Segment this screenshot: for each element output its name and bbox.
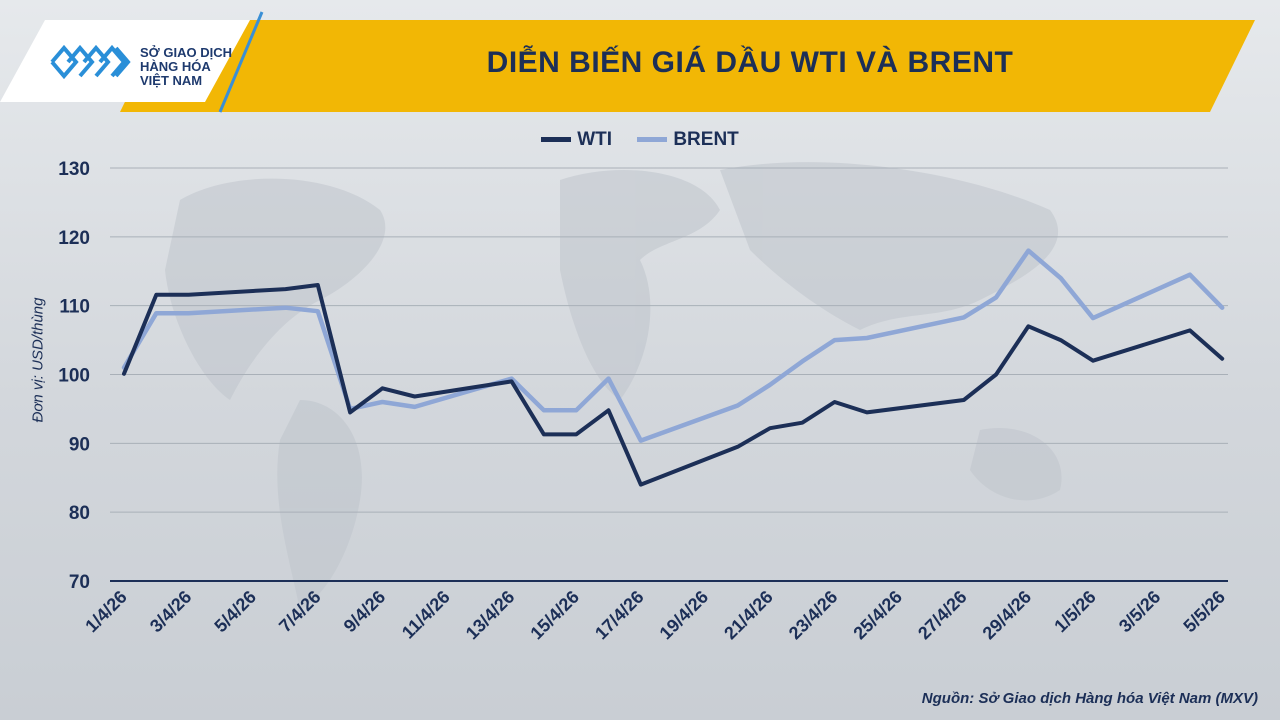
x-tick-label: 1/5/26 <box>1050 587 1100 637</box>
legend-swatch-wti <box>541 137 572 142</box>
mxv-logo-icon <box>50 44 131 80</box>
y-tick-label: 90 <box>69 434 90 455</box>
series-line-brent <box>121 248 1225 443</box>
brand-line-3: VIỆT NAM <box>140 73 203 88</box>
legend-label-brent: BRENT <box>673 128 739 150</box>
source-note: Nguồn: Sở Giao dịch Hàng hóa Việt Nam (M… <box>921 690 1258 707</box>
legend-item-brent: BRENT <box>637 128 739 151</box>
y-tick-label: 100 <box>58 366 90 387</box>
x-tick-label: 17/4/26 <box>591 587 648 644</box>
x-tick-label: 15/4/26 <box>526 587 583 644</box>
x-tick-label: 3/4/26 <box>146 587 196 637</box>
series-line-wti <box>122 283 1225 487</box>
x-tick-label: 5/5/26 <box>1179 587 1229 637</box>
brand-line-1: SỞ GIAO DỊCH <box>140 45 232 60</box>
legend-item-wti: WTI <box>541 129 612 151</box>
legend: WTI BRENT <box>0 126 1280 151</box>
brand-line-2: HÀNG HÓA <box>140 59 211 74</box>
x-tick-label: 19/4/26 <box>656 587 713 644</box>
x-tick-label: 9/4/26 <box>340 587 390 637</box>
x-tick-label: 29/4/26 <box>979 587 1036 644</box>
x-tick-label: 13/4/26 <box>462 587 519 644</box>
chart-title: DIỄN BIẾN GIÁ DẦU WTI VÀ BRENT <box>486 46 1014 79</box>
legend-label-wti: WTI <box>577 128 613 150</box>
logo-accent-line <box>218 11 264 113</box>
title-banner <box>120 20 1255 112</box>
y-axis-label: Đơn vị: USD/thùng <box>29 297 47 423</box>
x-tick-label: 11/4/26 <box>398 587 454 643</box>
x-tick-label: 25/4/26 <box>849 587 906 644</box>
x-tick-label: 3/5/26 <box>1115 587 1165 637</box>
brand-name: SỞ GIAO DỊCH HÀNG HÓA VIỆT NAM <box>140 46 250 88</box>
legend-swatch-brent <box>637 137 668 142</box>
y-tick-label: 110 <box>59 297 90 318</box>
y-tick-label: 120 <box>58 228 90 249</box>
x-tick-label: 23/4/26 <box>785 587 842 644</box>
x-tick-label: 5/4/26 <box>210 587 260 637</box>
x-tick-label: 27/4/26 <box>914 587 971 644</box>
y-tick-label: 130 <box>58 159 90 180</box>
x-tick-label: 1/4/26 <box>81 587 131 637</box>
x-tick-label: 21/4/26 <box>720 587 777 644</box>
y-tick-label: 80 <box>69 503 90 524</box>
y-tick-label: 70 <box>69 572 90 593</box>
